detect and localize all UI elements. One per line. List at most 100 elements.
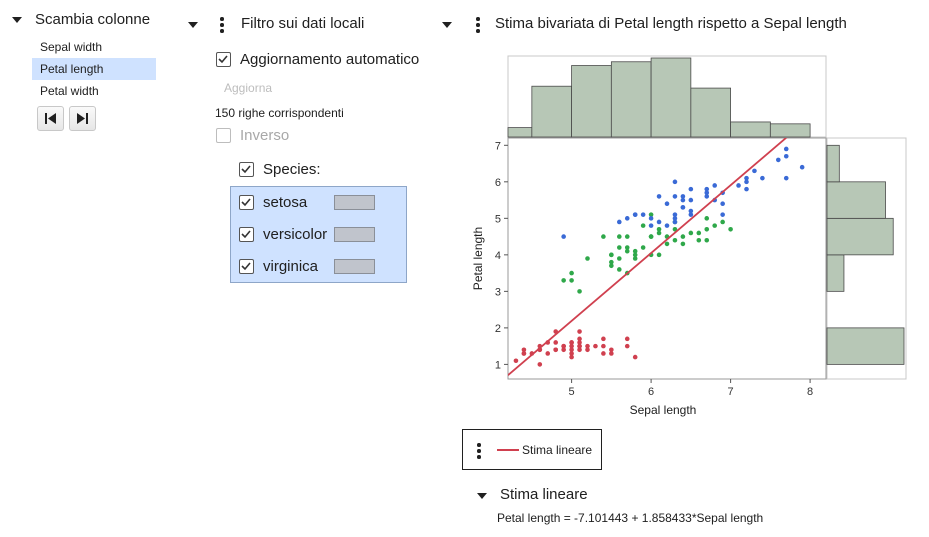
virginica-point [672,179,678,185]
virginica-point [712,183,717,188]
collapse-icon[interactable] [477,493,487,499]
versicolor-point [617,245,622,250]
x-histogram-bar [571,65,612,138]
column-item-sepal-width[interactable]: Sepal width [40,40,103,54]
setosa-point [577,347,582,353]
setosa-point [569,354,574,360]
more-options-icon[interactable] [476,17,480,35]
virginica-point [783,146,789,152]
more-options-icon[interactable] [477,443,481,461]
virginica-point [561,234,566,239]
species-list: setosa versicolor virginica [230,186,407,283]
virginica-point [783,153,789,159]
virginica-point [783,175,789,181]
versicolor-point [585,256,590,261]
y-tick-label: 5 [495,213,501,225]
versicolor-point [672,226,678,232]
inverse-checkbox[interactable] [216,128,231,143]
versicolor-point [648,212,654,217]
virginica-point [656,219,662,225]
virginica-point [672,216,678,221]
virginica-point [799,164,805,170]
legend-box: Stima lineare [462,429,602,470]
setosa-point [521,351,527,356]
column-item-petal-length[interactable]: Petal length [32,58,156,80]
x-histogram-bar [730,121,771,138]
setosa-point [553,347,558,353]
first-column-button[interactable] [37,106,64,131]
y-histogram-bar [826,327,905,365]
versicolor-point [640,223,646,228]
y-histogram-bar [826,217,894,256]
virginica-point [648,223,654,228]
versicolor-point [704,237,710,243]
versicolor-point [601,234,606,239]
setosa-point [569,343,574,349]
collapse-icon[interactable] [12,17,22,23]
versicolor-point [656,252,662,258]
x-axis-label: Sepal length [630,403,697,417]
versicolor-point [632,252,638,258]
versicolor-point [728,226,733,232]
setosa-point [513,358,519,364]
y-tick-label: 7 [495,140,501,152]
virginica-point [672,219,678,225]
versicolor-point [577,289,582,294]
virginica-point [672,212,678,217]
legend-item-linear-fit[interactable]: Stima lineare [522,443,593,457]
versicolor-point [609,259,614,265]
x-histogram-bar [690,87,732,138]
versicolor-point [656,230,662,236]
species-item-versicolor[interactable]: versicolor [263,226,328,243]
more-options-icon[interactable] [220,17,224,35]
last-column-button[interactable] [69,106,96,131]
setosa-point [609,351,614,356]
virginica-point [648,216,654,221]
virginica-point [720,212,725,217]
virginica-point [744,179,749,185]
setosa-point [624,343,630,349]
virginica-point [632,212,638,217]
setosa-point [601,343,606,349]
fit-section-title: Stima lineare [500,486,588,503]
versicolor-point [624,245,630,250]
setosa-checkbox[interactable] [239,195,254,210]
y-tick-label: 3 [495,286,501,298]
linear-fit-line [508,138,788,376]
virginica-checkbox[interactable] [239,259,254,274]
x-histogram-bar [507,127,533,138]
versicolor-point [672,237,678,243]
versicolor-point [696,230,702,236]
setosa-point [537,362,543,367]
setosa-point [609,347,614,353]
setosa-point [624,336,630,342]
virginica-point [688,186,694,192]
y-tick-label: 4 [495,250,501,262]
species-checkbox[interactable] [239,162,254,177]
virginica-point [680,194,686,199]
versicolor-checkbox[interactable] [239,227,254,242]
virginica-point [752,168,757,174]
versicolor-swatch [334,227,375,242]
auto-update-checkbox[interactable] [216,52,231,67]
rows-matching-text: 150 righe corrispondenti [215,106,344,120]
filter-panel-title: Filtro sui dati locali [241,15,365,32]
collapse-icon[interactable] [188,22,198,28]
collapse-icon[interactable] [442,22,452,28]
versicolor-point [569,278,574,283]
setosa-point [521,347,527,353]
versicolor-point [664,241,670,247]
species-item-setosa[interactable]: setosa [263,194,308,211]
y-histogram-bar [826,181,886,219]
setosa-point [577,336,582,342]
versicolor-point [680,241,686,247]
y-histogram-bar [826,144,840,183]
column-item-petal-width[interactable]: Petal width [40,84,99,98]
versicolor-point [704,216,710,221]
versicolor-point [704,226,710,232]
virginica-point [664,223,670,228]
species-item-virginica[interactable]: virginica [263,258,319,275]
versicolor-point [617,256,622,261]
virginica-point [736,183,741,188]
update-button[interactable]: Aggiorna [224,81,273,95]
